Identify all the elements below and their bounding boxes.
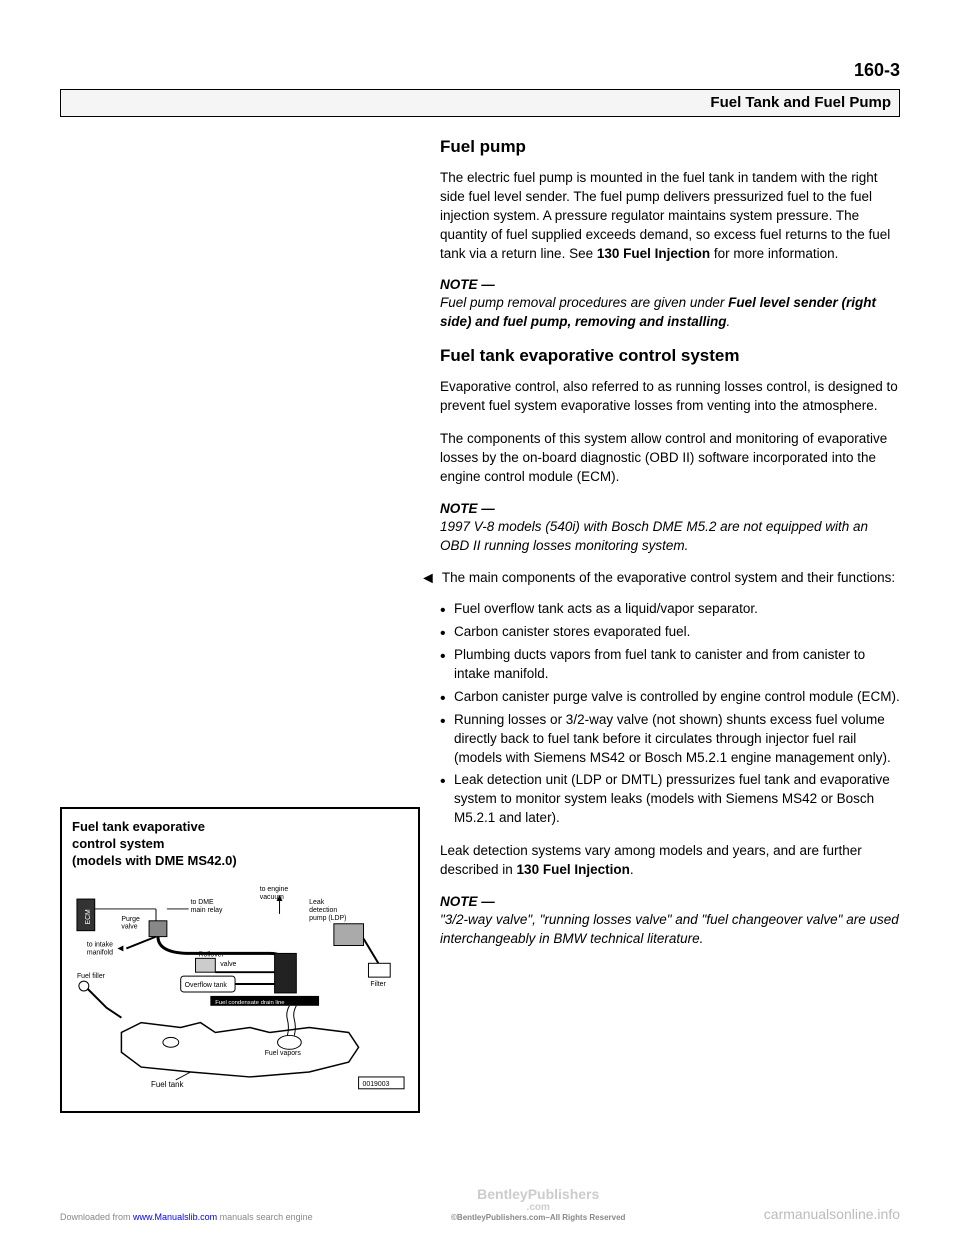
note-label-2: NOTE — xyxy=(440,501,900,516)
svg-text:Fuel filler: Fuel filler xyxy=(77,973,106,980)
evap-body-3: Leak detection systems vary among models… xyxy=(440,842,900,880)
svg-text:main relay: main relay xyxy=(191,907,223,914)
svg-text:Filter: Filter xyxy=(370,981,386,988)
right-column: Fuel pump The electric fuel pump is moun… xyxy=(440,137,900,1113)
footer-copyright: ©BentleyPublishers.com–All Rights Reserv… xyxy=(451,1213,625,1222)
list-item: Carbon canister purge valve is controlle… xyxy=(440,688,900,707)
svg-text:pump (LDP): pump (LDP) xyxy=(309,914,346,921)
fuel-pump-note: Fuel pump removal procedures are given u… xyxy=(440,294,900,332)
svg-text:to engine: to engine xyxy=(260,886,289,893)
list-item: Running losses or 3/2-way valve (not sho… xyxy=(440,711,900,768)
evap-heading: Fuel tank evaporative control system xyxy=(440,346,900,366)
page-number: 160-3 xyxy=(854,60,900,80)
diagram-title-1: Fuel tank evaporative xyxy=(72,819,205,834)
evap-note-1: 1997 V-8 models (540i) with Bosch DME M5… xyxy=(440,518,900,556)
list-item: Carbon canister stores evaporated fuel. xyxy=(440,623,900,642)
note-label-1: NOTE — xyxy=(440,277,900,292)
svg-text:ECM: ECM xyxy=(85,909,92,925)
page-header: 160-3 xyxy=(60,60,900,81)
footer-brand: BentleyPublishers xyxy=(451,1186,625,1202)
svg-text:detection: detection xyxy=(309,907,337,914)
svg-text:to intake: to intake xyxy=(87,941,113,948)
diagram-svg: ECM Purge valve to DME main relay to eng… xyxy=(72,878,408,1098)
pointer-intro: The main components of the evaporative c… xyxy=(442,569,895,588)
left-column: Fuel tank evaporative control system (mo… xyxy=(60,137,420,1113)
diagram-title-3: (models with DME MS42.0) xyxy=(72,853,237,868)
note-label-3: NOTE — xyxy=(440,894,900,909)
svg-text:Overflow tank: Overflow tank xyxy=(185,982,228,989)
footer-left: Downloaded from www.Manualslib.com manua… xyxy=(60,1212,313,1222)
list-item: Fuel overflow tank acts as a liquid/vapo… xyxy=(440,600,900,619)
list-item: Leak detection unit (LDP or DMTL) pressu… xyxy=(440,771,900,828)
footer-link[interactable]: www.Manualslib.com xyxy=(133,1212,217,1222)
svg-text:Fuel vapors: Fuel vapors xyxy=(265,1050,302,1057)
section-banner: Fuel Tank and Fuel Pump xyxy=(60,89,900,117)
diagram-title: Fuel tank evaporative control system (mo… xyxy=(72,819,408,870)
list-item: Plumbing ducts vapors from fuel tank to … xyxy=(440,646,900,684)
svg-text:0019003: 0019003 xyxy=(363,1081,390,1088)
page-footer: Downloaded from www.Manualslib.com manua… xyxy=(0,1186,960,1222)
footer-center: BentleyPublishers .com ©BentleyPublisher… xyxy=(451,1186,625,1222)
evap-note-2: "3/2-way valve", "running losses valve" … xyxy=(440,911,900,949)
svg-text:valve: valve xyxy=(220,961,236,968)
svg-text:Leak: Leak xyxy=(309,899,325,906)
pointer-row: ◄ The main components of the evaporative… xyxy=(440,569,900,594)
fuel-pump-body: The electric fuel pump is mounted in the… xyxy=(440,169,900,263)
diagram-box: Fuel tank evaporative control system (mo… xyxy=(60,807,420,1113)
evap-body-2: The components of this system allow cont… xyxy=(440,430,900,487)
svg-text:Purge: Purge xyxy=(121,915,140,922)
diagram-title-2: control system xyxy=(72,836,164,851)
svg-text:canister: canister xyxy=(303,963,309,984)
diagram-spacer xyxy=(60,137,420,807)
footer-domain: .com xyxy=(451,1202,625,1213)
svg-text:manifold: manifold xyxy=(87,949,113,956)
svg-text:to DME: to DME xyxy=(191,899,214,906)
pointer-arrow-icon: ◄ xyxy=(420,569,436,588)
fuel-pump-heading: Fuel pump xyxy=(440,137,900,157)
evap-bullet-list: Fuel overflow tank acts as a liquid/vapo… xyxy=(440,600,900,828)
svg-text:Rollover: Rollover xyxy=(198,951,224,958)
evap-body-1: Evaporative control, also referred to as… xyxy=(440,378,900,416)
section-banner-text: Fuel Tank and Fuel Pump xyxy=(710,94,891,111)
svg-text:valve: valve xyxy=(121,923,137,930)
footer-right: carmanualsonline.info xyxy=(764,1206,900,1222)
svg-text:Fuel condensate drain line: Fuel condensate drain line xyxy=(215,999,285,1005)
content-area: Fuel tank evaporative control system (mo… xyxy=(60,137,900,1113)
svg-text:Fuel tank: Fuel tank xyxy=(151,1079,184,1088)
